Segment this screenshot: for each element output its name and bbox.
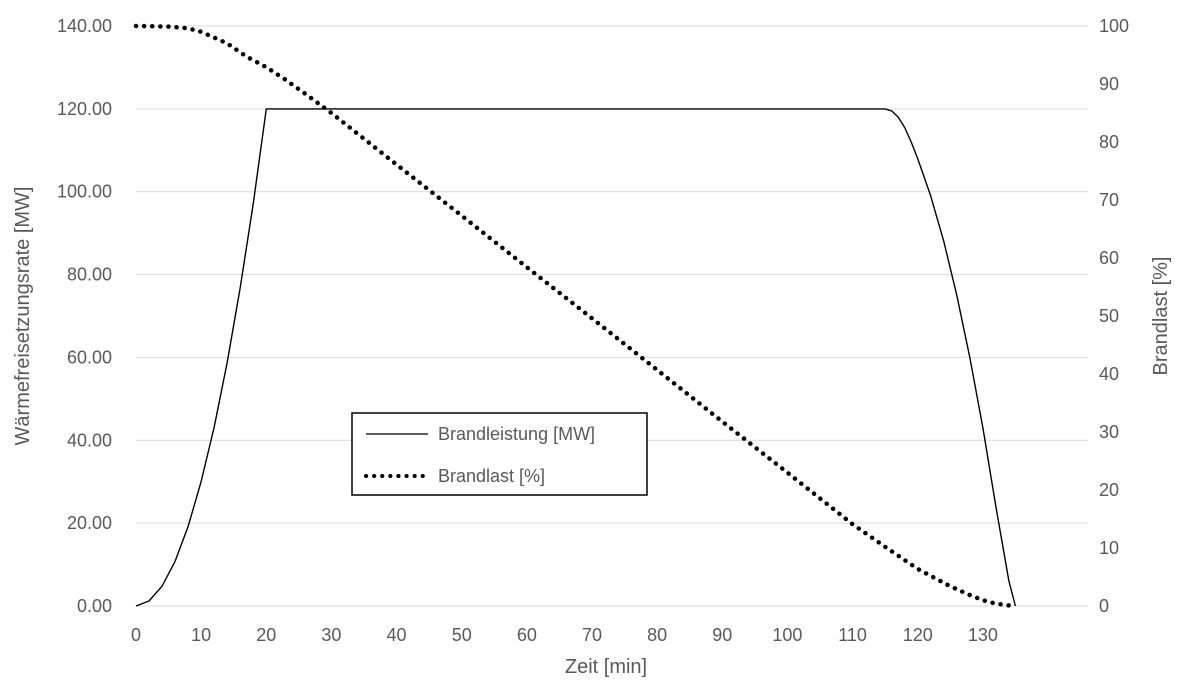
right-tick-label: 90	[1099, 74, 1119, 94]
left-tick-label: 60.00	[67, 347, 112, 367]
left-tick-label: 40.00	[67, 430, 112, 450]
right-axis-title: Brandlast [%]	[1150, 257, 1172, 376]
x-tick-label: 90	[712, 625, 732, 645]
left-axis-title: Wärmefreisetzungsrate [MW]	[12, 187, 34, 446]
left-tick-label: 100.00	[57, 182, 112, 202]
x-tick-label: 60	[517, 625, 537, 645]
right-tick-label: 100	[1099, 16, 1129, 36]
right-tick-label: 80	[1099, 132, 1119, 152]
x-tick-label: 70	[582, 625, 602, 645]
series-line-brandlast	[133, 23, 1018, 609]
right-tick-label: 20	[1099, 480, 1119, 500]
left-axis-ticks: 0.00 20.00 40.00 60.00 80.00 100.00 120.00 140.…	[57, 16, 112, 616]
legend-label-brandleistung: Brandleistung [MW]	[438, 424, 595, 444]
x-tick-label: 40	[387, 625, 407, 645]
x-tick-label: 110	[838, 625, 867, 645]
series-line-brandleistung	[135, 108, 1017, 607]
right-tick-label: 10	[1099, 538, 1119, 558]
x-tick-label: 100	[772, 625, 802, 645]
left-tick-label: 140.00	[57, 16, 112, 36]
x-tick-label: 80	[647, 625, 667, 645]
right-axis-ticks: 0 10 20 30 40 50 60 70 80 90 100	[1099, 16, 1129, 616]
left-tick-label: 20.00	[67, 513, 112, 533]
legend: Brandleistung [MW] Brandlast [%]	[351, 412, 648, 496]
x-tick-label: 50	[452, 625, 472, 645]
x-tick-label: 30	[321, 625, 341, 645]
x-tick-label: 120	[903, 625, 933, 645]
left-tick-label: 0.00	[77, 596, 112, 616]
left-tick-label: 80.00	[67, 265, 112, 285]
right-tick-label: 0	[1099, 596, 1109, 616]
right-tick-label: 30	[1099, 422, 1119, 442]
right-tick-label: 70	[1099, 190, 1119, 210]
legend-box	[351, 412, 648, 496]
left-tick-label: 120.00	[57, 99, 112, 119]
legend-label-brandlast: Brandlast [%]	[438, 466, 545, 486]
x-axis-title: Zeit [min]	[565, 656, 647, 678]
x-tick-label: 20	[256, 625, 276, 645]
right-tick-label: 40	[1099, 364, 1119, 384]
right-tick-label: 60	[1099, 248, 1119, 268]
x-tick-label: 10	[191, 625, 211, 645]
series-lines	[133, 23, 1018, 609]
right-tick-label: 50	[1099, 306, 1119, 326]
x-tick-label: 130	[968, 625, 998, 645]
gridlines	[136, 25, 1088, 607]
x-tick-label: 0	[131, 625, 141, 645]
x-axis-ticks: 0 10 20 30 40 50 60 70 80 90 100 110 120 130	[131, 625, 998, 645]
